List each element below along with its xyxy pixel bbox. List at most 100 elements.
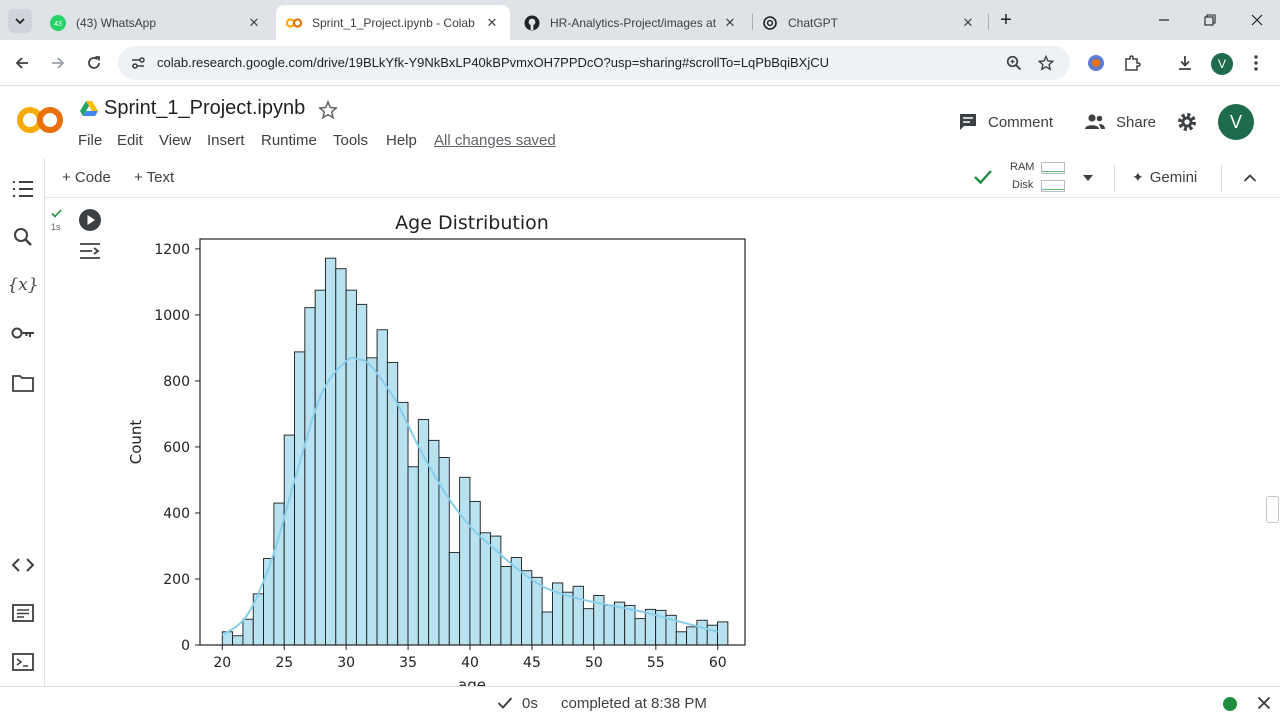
tab-search-button[interactable]	[8, 9, 32, 33]
menu-tools[interactable]: Tools	[333, 132, 369, 149]
url-text[interactable]: colab.research.google.com/drive/19BLkYfk…	[157, 55, 829, 70]
menu-edit[interactable]: Edit	[117, 132, 143, 149]
x-tick-label: 50	[585, 655, 603, 671]
add-text-button[interactable]: + Text	[134, 169, 175, 186]
secrets-key-icon[interactable]	[10, 320, 36, 346]
chevron-down-icon	[15, 18, 25, 25]
cell-toolbar: + Code + Text RAM Disk ✦ Gemini	[45, 158, 1280, 198]
colab-logo[interactable]	[16, 105, 64, 135]
restore-button[interactable]	[1196, 8, 1224, 32]
histogram-bar	[242, 618, 254, 646]
close-icon	[1257, 696, 1271, 710]
share-button[interactable]: Share	[1084, 109, 1156, 135]
new-tab-button[interactable]: +	[1000, 9, 1012, 31]
scroll-thumb[interactable]	[1266, 496, 1279, 523]
histogram-bar	[624, 604, 636, 646]
histogram-bar	[325, 257, 337, 646]
close-tab-icon[interactable]: ✕	[486, 14, 498, 30]
terminal-icon[interactable]	[10, 649, 36, 675]
back-button[interactable]	[9, 50, 35, 76]
notebook-cell-output: 1s Age Distribution 20 25 30 35 40 45 50 55 60 0…	[45, 198, 1280, 686]
variables-icon[interactable]: {𝑥}	[7, 275, 39, 295]
output-menu-icon	[80, 243, 100, 259]
tab-whatsapp[interactable]: 43 (43) WhatsApp ✕	[40, 5, 272, 40]
zoom-icon[interactable]	[1006, 55, 1022, 71]
chevron-up-icon	[1243, 174, 1257, 182]
menu-view[interactable]: View	[159, 132, 192, 149]
y-axis-label: Count	[127, 420, 145, 465]
account-avatar[interactable]: V	[1218, 104, 1254, 140]
tab-title: (43) WhatsApp	[76, 15, 157, 30]
y-tick-label: 1200	[154, 242, 190, 258]
play-icon	[87, 215, 95, 225]
folder-icon[interactable]	[10, 370, 36, 396]
bookmark-star-icon[interactable]	[1038, 55, 1054, 71]
close-window-button[interactable]	[1243, 8, 1271, 32]
close-icon	[1251, 14, 1263, 26]
histogram-bar	[459, 476, 471, 646]
comment-icon	[960, 114, 976, 130]
share-label: Share	[1116, 113, 1157, 131]
y-tick-label: 200	[163, 572, 190, 588]
downloads-button[interactable]	[1172, 50, 1198, 76]
histogram-bar	[572, 585, 584, 646]
histogram-bar	[521, 570, 533, 646]
runtime-connected-indicator[interactable]	[1223, 697, 1237, 711]
puzzle-icon	[1125, 55, 1141, 71]
tab-title: ChatGPT	[788, 15, 839, 30]
address-bar[interactable]: colab.research.google.com/drive/19BLkYfk…	[118, 46, 1070, 80]
x-tick-label: 20	[213, 655, 231, 671]
extension-button[interactable]	[1083, 50, 1109, 76]
reload-button[interactable]	[81, 50, 107, 76]
x-tick-label: 60	[709, 655, 727, 671]
tab-github[interactable]: HR-Analytics-Project/images at ✕	[514, 5, 748, 40]
add-code-button[interactable]: + Code	[62, 169, 111, 186]
toolbar-divider	[1221, 164, 1222, 192]
x-axis-label: age	[458, 676, 486, 686]
more-vertical-icon	[1254, 55, 1258, 71]
close-tab-icon[interactable]: ✕	[724, 14, 736, 30]
menu-help[interactable]: Help	[386, 132, 417, 149]
browser-tab-strip: 43 (43) WhatsApp ✕ Sprint_1_Project.ipyn…	[0, 0, 1280, 40]
status-duration: 0s	[522, 695, 538, 712]
histogram-bar	[675, 631, 688, 646]
menu-runtime[interactable]: Runtime	[261, 132, 317, 149]
collapse-header-button[interactable]	[1243, 170, 1259, 186]
status-message: completed at 8:38 PM	[561, 695, 707, 712]
browser-menu-button[interactable]	[1243, 50, 1269, 76]
table-of-contents-icon[interactable]	[10, 176, 36, 202]
output-actions-button[interactable]	[79, 242, 101, 260]
close-tab-icon[interactable]: ✕	[962, 14, 974, 30]
tab-divider	[752, 14, 753, 30]
close-tab-icon[interactable]: ✕	[248, 14, 260, 30]
code-snippets-icon[interactable]	[10, 552, 36, 578]
star-notebook-icon[interactable]	[318, 100, 338, 120]
comment-button[interactable]: Comment	[958, 109, 1053, 135]
histogram-bar	[397, 401, 409, 646]
profile-avatar[interactable]: V	[1211, 53, 1233, 75]
forward-button[interactable]	[45, 50, 71, 76]
site-settings-icon[interactable]	[130, 55, 146, 71]
back-arrow-icon	[15, 57, 28, 69]
runtime-dropdown-button[interactable]	[1081, 170, 1101, 186]
histogram-bar	[386, 362, 399, 646]
menu-file[interactable]: File	[78, 132, 103, 149]
whatsapp-icon: 43	[50, 14, 66, 31]
histogram-bar	[335, 268, 347, 646]
extensions-button[interactable]	[1119, 50, 1145, 76]
x-tick-label: 35	[399, 655, 417, 671]
menu-insert[interactable]: Insert	[207, 132, 245, 149]
command-palette-icon[interactable]	[10, 600, 36, 626]
tab-colab[interactable]: Sprint_1_Project.ipynb - Colab ✕	[276, 5, 510, 40]
github-icon	[524, 15, 540, 31]
settings-button[interactable]	[1176, 111, 1198, 133]
close-status-button[interactable]	[1257, 696, 1273, 712]
run-cell-button[interactable]	[79, 209, 101, 231]
gemini-button[interactable]: ✦ Gemini	[1132, 169, 1197, 186]
save-status-link[interactable]: All changes saved	[434, 132, 556, 149]
left-sidebar: {𝑥}	[0, 158, 45, 686]
notebook-title[interactable]: Sprint_1_Project.ipynb	[104, 97, 306, 119]
minimize-button[interactable]	[1150, 8, 1178, 32]
search-icon[interactable]	[10, 224, 36, 250]
tab-chatgpt[interactable]: ChatGPT ✕	[752, 5, 986, 40]
